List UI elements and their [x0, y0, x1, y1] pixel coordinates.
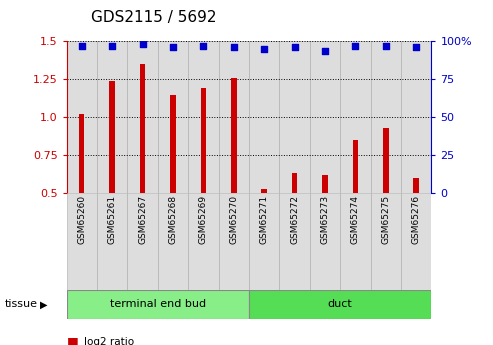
Bar — [67, 41, 97, 193]
Point — [291, 45, 299, 50]
Text: GSM65274: GSM65274 — [351, 195, 360, 244]
Text: ■: ■ — [67, 335, 78, 345]
Bar — [310, 41, 340, 193]
Bar — [140, 64, 145, 269]
Text: GSM65267: GSM65267 — [138, 195, 147, 244]
Point — [412, 45, 420, 50]
Bar — [67, 290, 249, 319]
Bar — [414, 178, 419, 269]
Text: GSM65268: GSM65268 — [169, 195, 177, 244]
Bar — [218, 193, 249, 290]
Text: GSM65275: GSM65275 — [381, 195, 390, 244]
Point — [382, 43, 389, 49]
Bar — [383, 128, 388, 269]
Text: terminal end bud: terminal end bud — [110, 299, 206, 309]
Point — [321, 48, 329, 53]
Bar — [401, 41, 431, 193]
Text: GDS2115 / 5692: GDS2115 / 5692 — [91, 10, 217, 25]
Bar — [292, 174, 297, 269]
Bar — [322, 175, 328, 269]
Bar — [79, 114, 84, 269]
Bar — [97, 193, 127, 290]
Bar — [352, 140, 358, 269]
Bar — [280, 193, 310, 290]
Text: GSM65271: GSM65271 — [260, 195, 269, 244]
Bar — [371, 193, 401, 290]
Bar — [280, 41, 310, 193]
Text: GSM65260: GSM65260 — [77, 195, 86, 244]
Bar — [188, 41, 218, 193]
Bar — [249, 41, 280, 193]
Point — [169, 45, 177, 50]
Bar — [261, 189, 267, 269]
Text: ▶: ▶ — [40, 299, 48, 309]
Text: GSM65272: GSM65272 — [290, 195, 299, 244]
Text: GSM65269: GSM65269 — [199, 195, 208, 244]
Point — [260, 46, 268, 52]
Text: duct: duct — [328, 299, 352, 309]
Bar — [127, 41, 158, 193]
Bar — [231, 78, 237, 269]
Text: GSM65261: GSM65261 — [107, 195, 117, 244]
Bar — [340, 193, 371, 290]
Text: GSM65270: GSM65270 — [229, 195, 238, 244]
Bar — [371, 41, 401, 193]
Point — [108, 43, 116, 49]
Bar — [340, 41, 371, 193]
Text: log2 ratio: log2 ratio — [84, 337, 134, 345]
Point — [352, 43, 359, 49]
Bar — [201, 88, 206, 269]
Bar — [249, 290, 431, 319]
Bar — [249, 193, 280, 290]
Point — [78, 43, 86, 49]
Point — [230, 45, 238, 50]
Bar — [218, 41, 249, 193]
Bar — [158, 41, 188, 193]
Bar — [188, 193, 218, 290]
Bar — [310, 193, 340, 290]
Bar — [170, 95, 176, 269]
Bar — [401, 193, 431, 290]
Text: GSM65273: GSM65273 — [320, 195, 329, 244]
Bar — [127, 193, 158, 290]
Bar — [109, 81, 115, 269]
Text: GSM65276: GSM65276 — [412, 195, 421, 244]
Bar — [67, 193, 97, 290]
Text: tissue: tissue — [5, 299, 38, 309]
Bar — [97, 41, 127, 193]
Bar — [158, 193, 188, 290]
Point — [199, 43, 208, 49]
Point — [139, 42, 146, 47]
